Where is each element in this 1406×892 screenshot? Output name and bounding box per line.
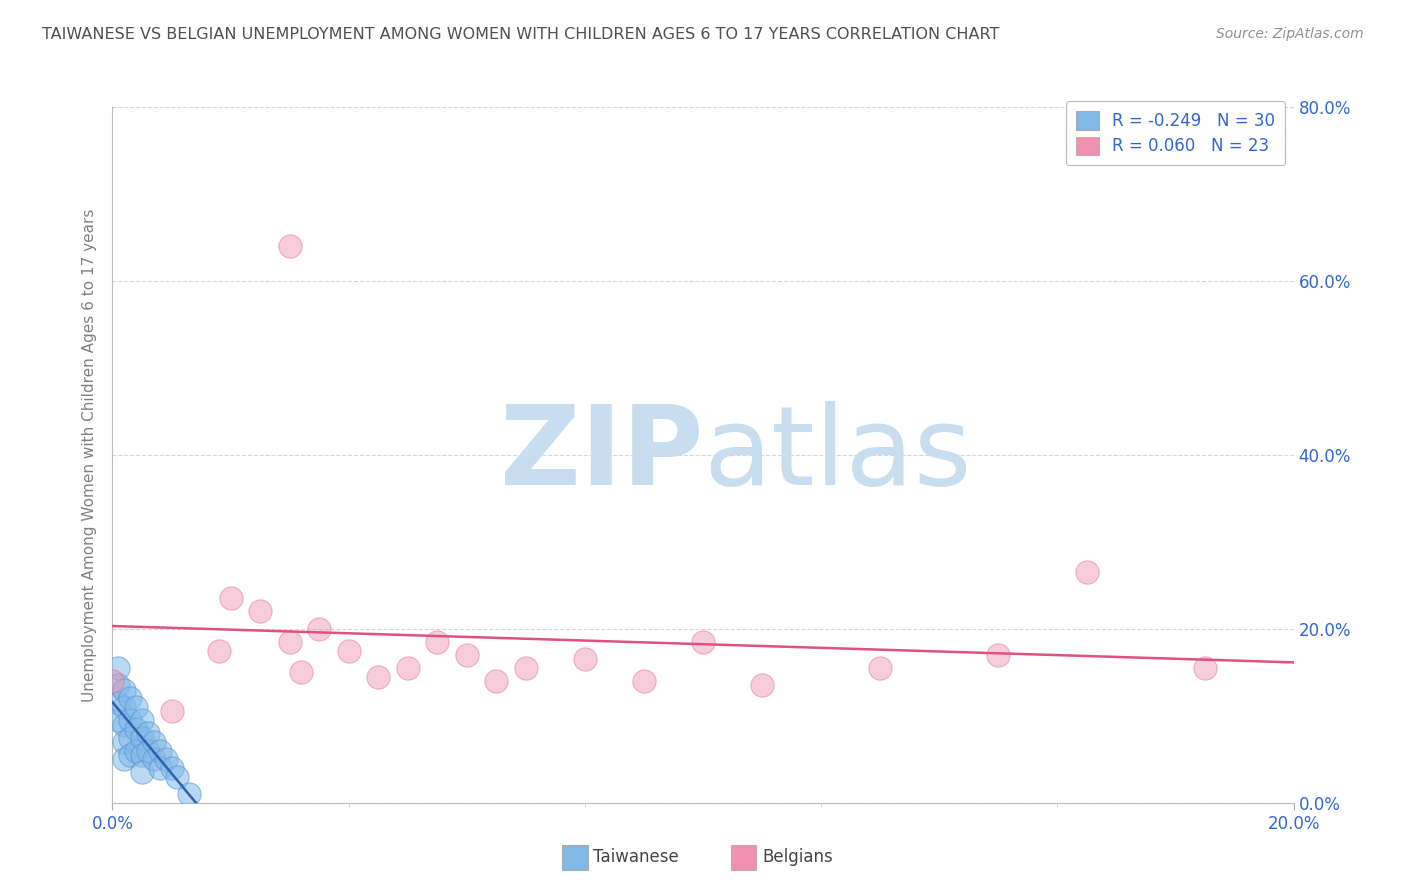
Point xyxy=(367,670,389,684)
Point xyxy=(112,717,135,731)
Point xyxy=(1076,566,1098,580)
Point xyxy=(112,682,135,697)
Point xyxy=(131,713,153,727)
Point xyxy=(107,661,129,675)
Point xyxy=(278,635,301,649)
Point xyxy=(278,239,301,253)
Point xyxy=(456,648,478,662)
Point xyxy=(136,744,159,758)
Point xyxy=(131,765,153,780)
Point xyxy=(869,661,891,675)
Point xyxy=(107,713,129,727)
Point xyxy=(136,726,159,740)
Point xyxy=(160,705,183,719)
Point xyxy=(101,674,124,689)
Point xyxy=(112,700,135,714)
Point xyxy=(219,591,242,606)
Point xyxy=(131,731,153,745)
Point xyxy=(987,648,1010,662)
Point xyxy=(426,635,449,649)
Point xyxy=(142,735,165,749)
Point xyxy=(290,665,312,680)
Point xyxy=(125,722,148,736)
Y-axis label: Unemployment Among Women with Children Ages 6 to 17 years: Unemployment Among Women with Children A… xyxy=(82,208,97,702)
Legend: R = -0.249   N = 30, R = 0.060   N = 23: R = -0.249 N = 30, R = 0.060 N = 23 xyxy=(1066,102,1285,165)
Point xyxy=(107,678,129,692)
Point xyxy=(308,622,330,636)
Text: Source: ZipAtlas.com: Source: ZipAtlas.com xyxy=(1216,27,1364,41)
Point xyxy=(208,643,231,657)
Text: Taiwanese: Taiwanese xyxy=(593,848,679,866)
Point xyxy=(396,661,419,675)
Text: atlas: atlas xyxy=(703,401,972,508)
Point xyxy=(112,752,135,766)
Point xyxy=(751,678,773,692)
Point xyxy=(485,674,508,689)
Text: Belgians: Belgians xyxy=(762,848,832,866)
Point xyxy=(692,635,714,649)
Point xyxy=(125,744,148,758)
Text: ZIP: ZIP xyxy=(499,401,703,508)
Point xyxy=(574,652,596,666)
Point xyxy=(120,731,142,745)
Point xyxy=(142,752,165,766)
Point xyxy=(633,674,655,689)
Point xyxy=(155,752,177,766)
Point xyxy=(107,696,129,710)
Point xyxy=(149,744,172,758)
Point xyxy=(125,700,148,714)
Point xyxy=(120,713,142,727)
Point xyxy=(179,787,201,801)
Point xyxy=(149,761,172,775)
Point xyxy=(160,761,183,775)
Point xyxy=(1194,661,1216,675)
Point xyxy=(249,605,271,619)
Point xyxy=(515,661,537,675)
Text: TAIWANESE VS BELGIAN UNEMPLOYMENT AMONG WOMEN WITH CHILDREN AGES 6 TO 17 YEARS C: TAIWANESE VS BELGIAN UNEMPLOYMENT AMONG … xyxy=(42,27,1000,42)
Point xyxy=(120,691,142,706)
Point xyxy=(131,747,153,762)
Point xyxy=(120,747,142,762)
Point xyxy=(166,770,188,784)
Point xyxy=(112,735,135,749)
Point xyxy=(337,643,360,657)
